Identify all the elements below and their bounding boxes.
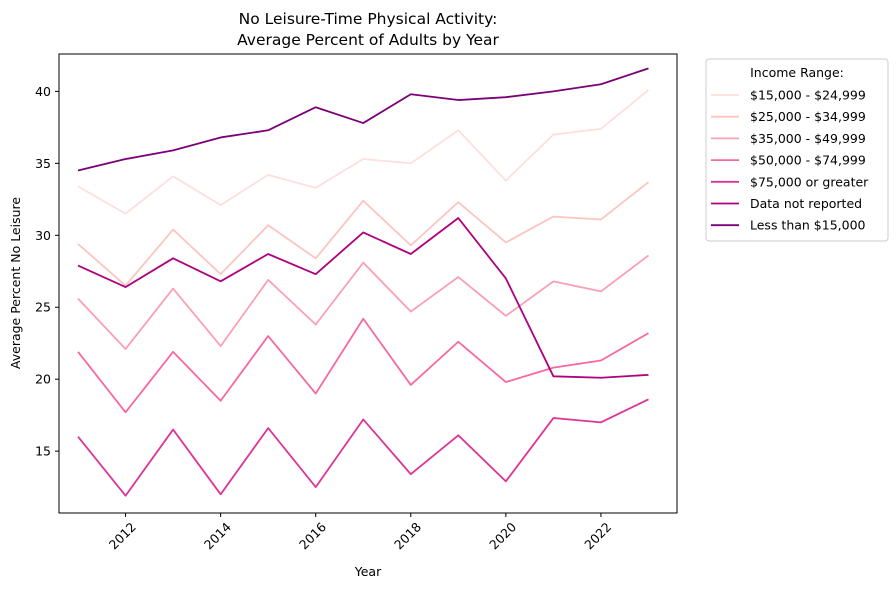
- chart-title-line-2: Average Percent of Adults by Year: [237, 31, 499, 49]
- y-tick-label: 25: [35, 300, 51, 315]
- y-tick-label: 15: [35, 444, 51, 459]
- x-tick-label: 2012: [106, 519, 139, 552]
- x-tick-label: 2014: [201, 519, 234, 552]
- series-line-2: [77, 254, 650, 350]
- legend-entry-label: Less than $15,000: [750, 218, 866, 233]
- series-line-3: [77, 317, 649, 414]
- x-tick-label: 2022: [581, 519, 614, 552]
- y-tick-label: 30: [35, 228, 51, 243]
- plot-frame: [58, 53, 678, 514]
- legend-entry-label: $35,000 - $49,999: [750, 131, 866, 146]
- y-tick-label: 20: [35, 372, 51, 387]
- y-tick-label: 40: [35, 84, 51, 99]
- legend-box: [705, 58, 889, 242]
- legend-title: Income Range:: [750, 65, 844, 80]
- series-line-6: [77, 67, 649, 172]
- y-axis-label: Average Percent No Leisure: [8, 197, 23, 369]
- legend-entry-label: $50,000 - $74,999: [750, 153, 866, 168]
- series-line-5: [77, 217, 649, 379]
- x-axis-label: Year: [354, 564, 382, 579]
- legend-entry-label: $15,000 - $24,999: [750, 88, 866, 103]
- x-tick-label: 2020: [486, 519, 519, 552]
- series-line-1: [77, 181, 650, 287]
- plot-area: [77, 67, 650, 497]
- legend: Income Range: $15,000 - $24,999 $25,000 -…: [705, 58, 889, 242]
- series-line-4: [77, 398, 649, 497]
- legend-entry-label: $75,000 or greater: [750, 174, 869, 189]
- legend-entry-label: Data not reported: [750, 196, 862, 211]
- x-tick-label: 2018: [391, 519, 424, 552]
- series-line-0: [77, 89, 650, 215]
- y-tick-label: 35: [35, 156, 51, 171]
- chart-title-line-1: No Leisure-Time Physical Activity:: [239, 10, 498, 28]
- legend-entry-label: $25,000 - $34,999: [750, 109, 866, 124]
- x-tick-label: 2016: [296, 519, 329, 552]
